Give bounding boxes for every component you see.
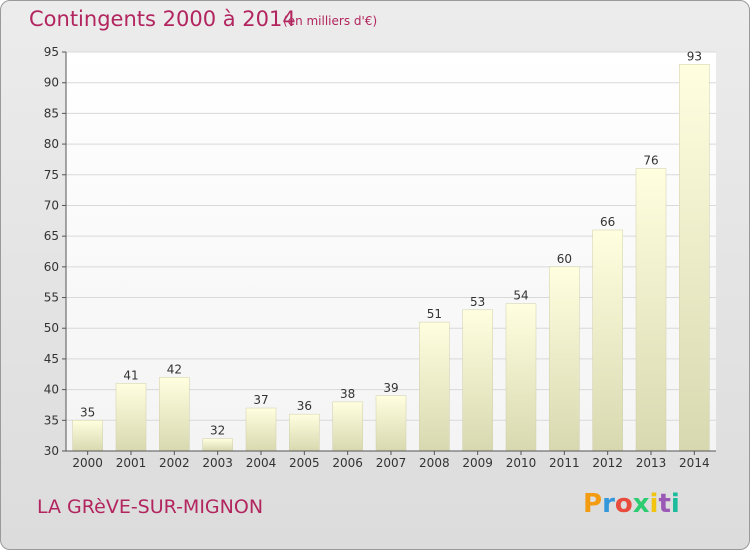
bar (159, 377, 190, 452)
x-tick-label: 2003 (202, 456, 233, 470)
bars (72, 64, 710, 452)
y-tick-label: 30 (44, 444, 59, 458)
logo-letter: x (632, 489, 650, 519)
bar (592, 229, 623, 452)
bar (462, 309, 493, 452)
y-tick-label: 35 (44, 413, 59, 427)
x-tick-label: 2005 (289, 456, 320, 470)
logo-letter: i (649, 489, 659, 519)
logo-letter: o (614, 489, 633, 519)
value-label: 42 (167, 362, 182, 376)
y-tick-label: 55 (44, 291, 59, 305)
bar (245, 407, 277, 452)
bar (332, 401, 363, 452)
logo-letter: r (602, 489, 615, 519)
y-tick-label: 80 (44, 137, 59, 151)
y-tick-labels: 30 35 40 45 50 55 60 65 70 75 80 85 90 95 (44, 45, 59, 458)
chart-title: Contingents 2000 à 2014 (29, 7, 296, 31)
y-tick-label: 65 (44, 229, 59, 243)
value-label: 53 (470, 295, 485, 309)
chart-subtitle: (en milliers d'€) (283, 14, 378, 28)
value-label: 93 (687, 49, 702, 63)
logo-letter: i (670, 489, 680, 519)
value-labels: 35 41 42 32 37 36 38 39 51 53 54 60 66 76 93 (80, 49, 702, 437)
logo-letter: t (658, 489, 671, 519)
bar (202, 438, 233, 452)
value-label: 60 (557, 252, 572, 266)
bar (115, 383, 147, 452)
bar (505, 303, 537, 452)
x-tick-label: 2000 (72, 456, 103, 470)
x-tick-label: 2006 (332, 456, 363, 470)
value-label: 76 (643, 154, 658, 168)
x-tick-label: 2004 (246, 456, 277, 470)
value-label: 51 (427, 307, 442, 321)
value-label: 36 (297, 399, 312, 413)
y-tick-label: 50 (44, 321, 59, 335)
x-tick-label: 2013 (636, 456, 667, 470)
place-name: LA GRèVE-SUR-MIGNON (37, 496, 264, 518)
bar (549, 266, 580, 452)
bar (679, 64, 710, 452)
y-tick-label: 95 (44, 45, 59, 59)
x-tick-label: 2011 (549, 456, 580, 470)
value-label: 35 (80, 405, 95, 419)
value-label: 41 (123, 368, 138, 382)
x-tick-label: 2014 (679, 456, 710, 470)
value-label: 38 (340, 387, 355, 401)
x-tick-labels: 2000 2001 2002 2003 2004 2005 2006 2007 2008 2009… (72, 456, 709, 470)
y-tick-label: 90 (44, 76, 59, 90)
bar (419, 321, 450, 452)
y-tick-label: 40 (44, 383, 59, 397)
proxiti-logo: Proxiti (583, 489, 680, 519)
value-label: 32 (210, 424, 225, 438)
x-tick-label: 2002 (159, 456, 190, 470)
x-tick-label: 2012 (592, 456, 623, 470)
value-label: 66 (600, 215, 615, 229)
y-tick-label: 45 (44, 352, 59, 366)
value-label: 37 (253, 393, 268, 407)
x-tick-label: 2007 (376, 456, 407, 470)
y-tick-label: 85 (44, 106, 59, 120)
bar (375, 395, 407, 452)
y-tick-label: 60 (44, 260, 59, 274)
y-tick-label: 75 (44, 168, 59, 182)
y-tick-label: 70 (44, 198, 59, 212)
bar (72, 420, 103, 452)
logo-letter: P (583, 489, 603, 519)
x-tick-label: 2009 (462, 456, 493, 470)
bar (289, 413, 320, 452)
x-tick-label: 2008 (419, 456, 450, 470)
bar (635, 168, 667, 452)
value-label: 39 (383, 381, 398, 395)
axes (62, 51, 716, 455)
x-tick-label: 2001 (116, 456, 147, 470)
x-tick-label: 2010 (506, 456, 537, 470)
value-label: 54 (513, 289, 528, 303)
